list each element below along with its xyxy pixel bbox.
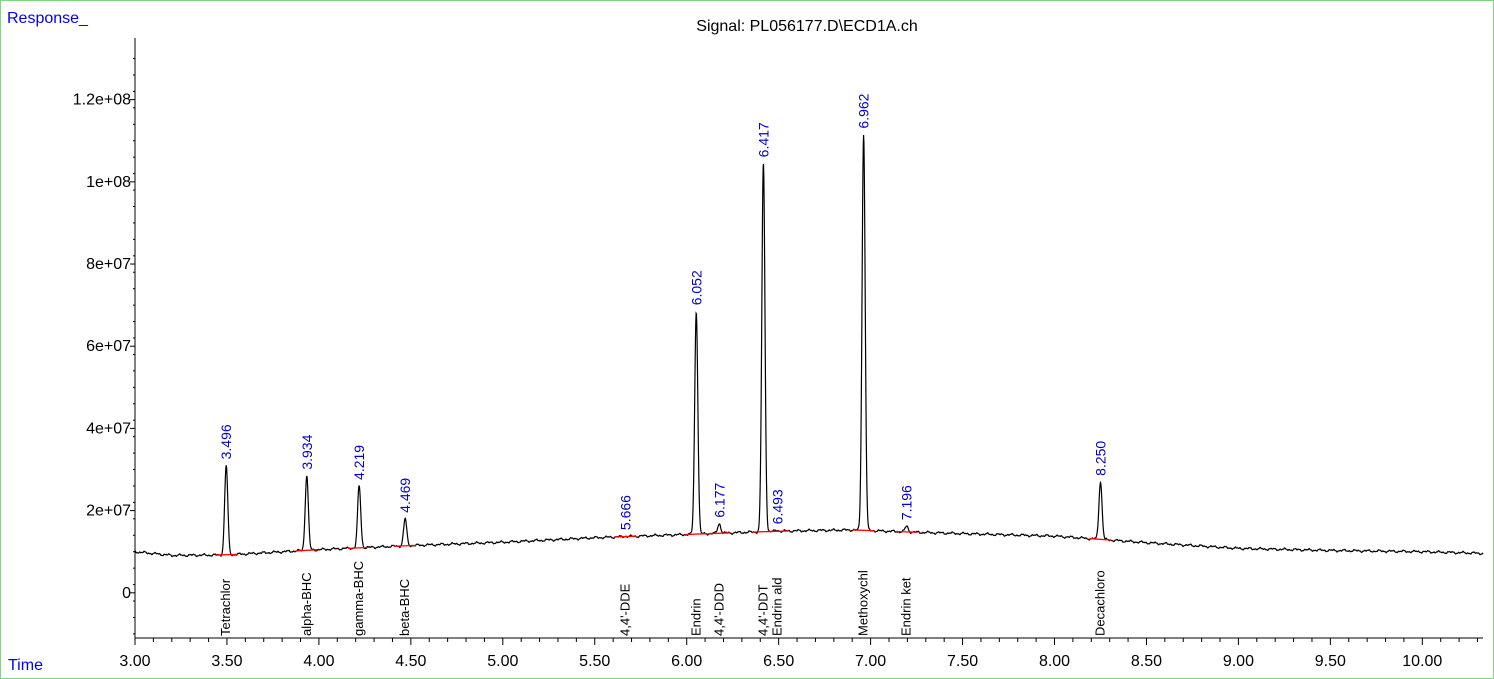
peak-rt-label: 4.219 (351, 445, 367, 480)
integration-baseline (394, 544, 417, 547)
peak-rt-label: 3.496 (218, 424, 234, 459)
trace-layer (134, 135, 1484, 558)
x-tick-label: 9.00 (1223, 653, 1254, 670)
integration-baseline (708, 532, 731, 535)
peak-compound-label: Tetrachlor (218, 578, 233, 636)
peak-compound-label: 4,4'-DDT (755, 584, 770, 636)
peak-compound-label: 4,4'-DDE (617, 583, 632, 636)
integration-baseline (1089, 537, 1112, 541)
y-axis-label: Response_ (7, 10, 88, 27)
peak-compound-label: alpha-BHC (299, 572, 314, 636)
x-tick-label: 7.50 (947, 653, 978, 670)
x-tick-label: 8.00 (1039, 653, 1070, 670)
chromatogram-trace (134, 135, 1484, 558)
peak-compound-label: Endrin ald (769, 577, 784, 636)
peak-rt-label: 7.196 (899, 485, 915, 520)
y-tick-label: 1.2e+08 (73, 92, 131, 109)
peak-compound-label: Methoxychl (856, 570, 871, 636)
peak-rt-label: 6.493 (769, 489, 785, 524)
peak-compound-label: beta-BHC (397, 579, 412, 636)
integration-baseline (766, 530, 789, 533)
x-tick-label: 8.50 (1131, 653, 1162, 670)
integration-baseline (685, 533, 708, 536)
y-tick-label: 0 (122, 585, 131, 602)
peak-rt-label: 3.934 (299, 434, 315, 469)
integration-baseline (614, 535, 637, 538)
x-tick-label: 5.50 (579, 653, 610, 670)
x-tick-label: 9.50 (1315, 653, 1346, 670)
peak-compound-label: Endrin ket (899, 577, 914, 636)
integration-baseline (348, 546, 371, 549)
x-tick-label: 3.00 (119, 653, 150, 670)
labels-layer: 3.496 Tetrachlor 3.934 alpha-BHC 4.219 gamma-… (218, 93, 1108, 636)
peak-rt-label: 6.177 (711, 483, 727, 518)
y-tick-label: 4e+07 (86, 420, 131, 437)
y-tick-label: 1e+08 (86, 174, 131, 191)
x-tick-label: 4.00 (303, 653, 334, 670)
x-tick-label: 4.50 (395, 653, 426, 670)
peak-compound-label: Endrin (688, 598, 703, 636)
x-tick-label: 7.00 (855, 653, 886, 670)
peak-compound-label: Decachloro (1092, 570, 1107, 636)
peak-rt-label: 8.250 (1092, 441, 1108, 476)
peak-compound-label: 4,4'-DDD (711, 583, 726, 636)
integration-baseline (895, 530, 918, 533)
axes: 0 2e+07 4e+07 6e+07 8e+07 1e+08 1.2e+08 3.00 3.5… (73, 38, 1483, 670)
x-axis-label: Time (8, 657, 43, 674)
x-tick-label: 5.00 (487, 653, 518, 670)
peak-compound-label: gamma-BHC (351, 561, 366, 636)
peak-rt-label: 6.417 (755, 122, 771, 157)
x-tick-label: 3.50 (211, 653, 242, 670)
y-tick-label: 2e+07 (86, 503, 131, 520)
peak-rt-label: 4.469 (397, 478, 413, 513)
peak-rt-label: 6.052 (688, 270, 704, 305)
y-tick-label: 6e+07 (86, 338, 131, 355)
integration-baseline (852, 529, 875, 532)
chart-title: Signal: PL056177.D\ECD1A.ch (696, 18, 918, 35)
integration-baseline (215, 553, 238, 556)
integration-baseline (295, 549, 318, 552)
x-tick-label: 6.00 (671, 653, 702, 670)
x-tick-label: 6.50 (763, 653, 794, 670)
peak-rt-label: 5.666 (617, 495, 633, 530)
peak-rt-label: 6.962 (856, 93, 872, 128)
y-tick-label: 8e+07 (86, 256, 131, 273)
x-tick-label: 10.00 (1402, 653, 1442, 670)
